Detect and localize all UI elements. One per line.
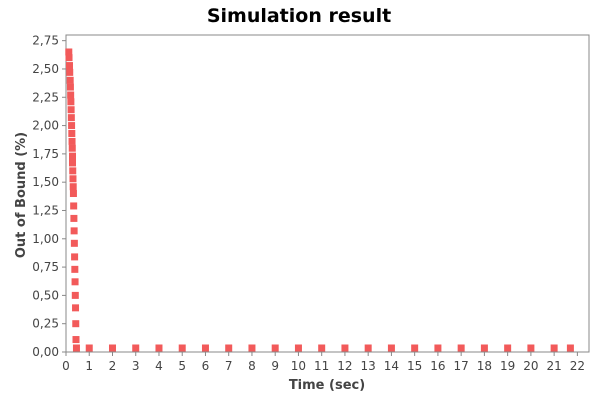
- data-point: [294, 344, 302, 352]
- y-axis-label: Out of Bound (%): [14, 132, 29, 258]
- data-point: [155, 344, 163, 352]
- data-point: [66, 76, 74, 84]
- data-point: [65, 48, 73, 56]
- data-point: [69, 175, 77, 183]
- data-point: [70, 227, 78, 235]
- data-point: [341, 344, 349, 352]
- x-tick-label: 4: [155, 359, 163, 373]
- data-point: [201, 344, 209, 352]
- data-point: [65, 54, 73, 62]
- data-point: [67, 91, 75, 99]
- data-point: [66, 68, 74, 76]
- x-tick-label: 15: [407, 359, 422, 373]
- x-tick-label: 12: [337, 359, 352, 373]
- y-tick-label: 1,25: [32, 203, 59, 217]
- x-axis: 0 1 2 3 4 5 6 7 8 9 10 11 12 13 14 15 16 17 18 19 20 21 22: [62, 352, 585, 373]
- data-point: [248, 344, 256, 352]
- y-tick-label: 0,75: [32, 260, 59, 274]
- x-tick-label: 13: [361, 359, 376, 373]
- y-tick-label: 2,00: [32, 119, 59, 133]
- y-tick-label: 0,00: [32, 345, 59, 359]
- y-tick-label: 2,50: [32, 62, 59, 76]
- x-tick-label: 6: [202, 359, 210, 373]
- x-tick-label: 9: [271, 359, 279, 373]
- x-axis-label: Time (sec): [289, 378, 365, 393]
- x-tick-label: 2: [109, 359, 117, 373]
- data-point: [108, 344, 116, 352]
- y-tick-label: 1,00: [32, 232, 59, 246]
- x-tick-label: 1: [85, 359, 93, 373]
- y-tick-label: 2,75: [32, 34, 59, 48]
- x-tick-label: 19: [500, 359, 515, 373]
- data-point: [271, 344, 279, 352]
- data-point: [70, 239, 78, 247]
- data-point: [65, 62, 73, 70]
- data-point: [387, 344, 395, 352]
- data-point: [67, 114, 75, 122]
- x-tick-label: 11: [314, 359, 329, 373]
- data-point: [72, 344, 80, 352]
- x-tick-label: 14: [384, 359, 399, 373]
- plot-area: [65, 34, 590, 353]
- y-tick-label: 1,75: [32, 147, 59, 161]
- chart-title: Simulation result: [207, 5, 391, 27]
- data-point: [85, 344, 93, 352]
- x-tick-label: 7: [225, 359, 233, 373]
- y-tick-label: 2,25: [32, 90, 59, 104]
- data-point: [225, 344, 233, 352]
- data-point: [70, 214, 78, 222]
- data-point: [66, 83, 74, 91]
- x-tick-label: 21: [546, 359, 561, 373]
- data-point: [566, 344, 574, 352]
- x-tick-label: 8: [248, 359, 256, 373]
- data-point: [69, 183, 77, 191]
- data-point: [71, 278, 79, 286]
- x-tick-label: 18: [477, 359, 492, 373]
- data-point: [457, 344, 465, 352]
- data-point: [68, 137, 76, 145]
- data-point: [67, 106, 75, 114]
- x-tick-label: 20: [523, 359, 538, 373]
- data-point: [132, 344, 140, 352]
- data-point: [480, 344, 488, 352]
- data-point: [72, 336, 80, 344]
- x-tick-label: 5: [178, 359, 186, 373]
- x-tick-label: 10: [291, 359, 306, 373]
- x-tick-label: 16: [430, 359, 445, 373]
- data-point: [411, 344, 419, 352]
- data-point: [434, 344, 442, 352]
- x-tick-label: 22: [570, 359, 585, 373]
- data-point: [67, 98, 75, 106]
- x-tick-label: 0: [62, 359, 70, 373]
- data-point: [178, 344, 186, 352]
- data-point: [69, 159, 77, 167]
- data-point: [68, 122, 76, 130]
- y-tick-label: 0,25: [32, 317, 59, 331]
- data-point: [69, 190, 77, 197]
- data-point: [68, 129, 76, 137]
- data-point: [550, 344, 558, 352]
- data-point: [71, 253, 79, 261]
- data-point: [71, 291, 79, 299]
- data-point: [364, 344, 372, 352]
- data-point: [71, 265, 79, 273]
- y-tick-label: 1,50: [32, 175, 59, 189]
- y-axis: 0,00 0,25 0,50 0,75 1,00 1,25 1,50 1,75 2,00 2,25…: [32, 34, 66, 359]
- data-point: [72, 304, 80, 312]
- data-point: [504, 344, 512, 352]
- data-point: [69, 152, 77, 160]
- y-tick-label: 0,50: [32, 288, 59, 302]
- data-point: [68, 144, 76, 152]
- data-point: [318, 344, 326, 352]
- data-points: [65, 48, 574, 352]
- data-point: [70, 202, 78, 210]
- x-tick-label: 3: [132, 359, 140, 373]
- data-point: [527, 344, 535, 352]
- x-tick-label: 17: [454, 359, 469, 373]
- data-point: [72, 320, 80, 328]
- data-point: [69, 167, 77, 175]
